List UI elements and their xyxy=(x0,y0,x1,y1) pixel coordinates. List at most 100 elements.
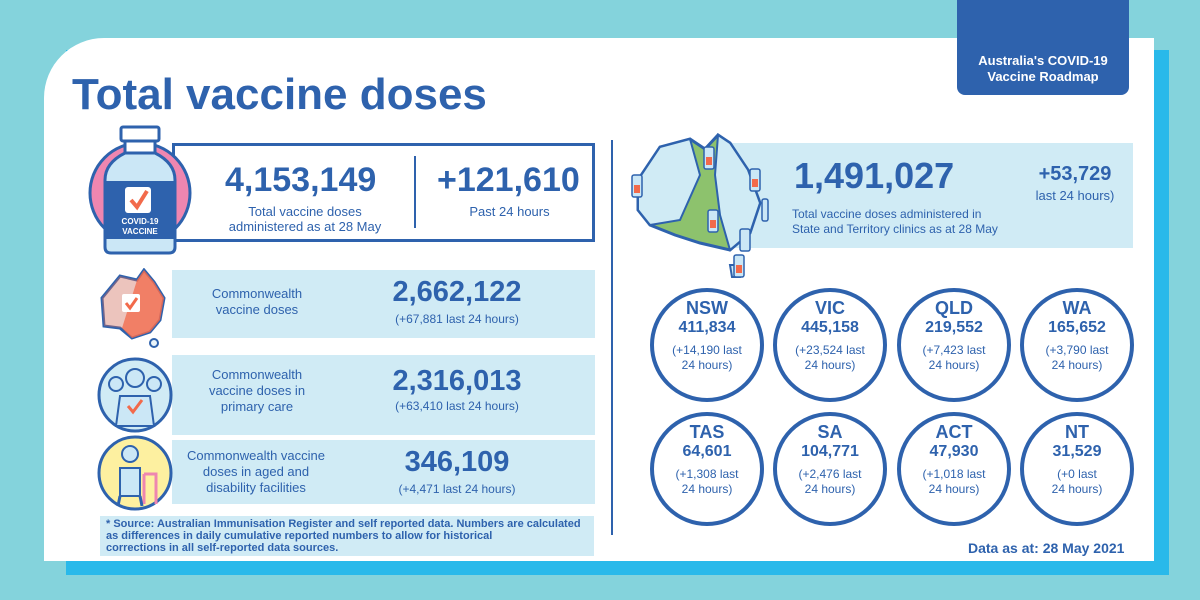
source-line2: as differences in daily cumulative repor… xyxy=(106,530,493,542)
total-box-separator xyxy=(414,156,416,228)
state-name: VIC xyxy=(814,298,845,318)
commonwealth-label-line2: vaccine doses xyxy=(215,302,299,317)
source-note: * Source: Australian Immunisation Regist… xyxy=(100,516,594,556)
primary-care-people-icon xyxy=(97,357,173,433)
state-last-24h: (+0 last 24 hours) xyxy=(1024,467,1130,497)
primary-care-label-line3: primary care xyxy=(220,399,294,414)
primary-care-label: Commonwealth vaccine doses in primary ca… xyxy=(182,367,332,415)
total-delta-label: Past 24 hours xyxy=(469,204,550,219)
vaccine-vial-icon: COVID-19 VACCINE xyxy=(88,125,192,255)
total-doses-value: 4,153,149 xyxy=(225,161,377,199)
state-value: 47,930 xyxy=(929,443,979,460)
aged-care-value: 346,109 xyxy=(404,446,510,478)
aged-care-person-icon xyxy=(97,435,173,511)
state-circle-nsw: NSW 411,834 (+14,190 last 24 hours) xyxy=(650,288,764,402)
commonwealth-label: Commonwealth vaccine doses xyxy=(182,286,332,318)
aged-care-sub: (+4,471 last 24 hours) xyxy=(398,482,516,496)
roadmap-tab[interactable]: Australia's COVID-19 Vaccine Roadmap xyxy=(957,0,1129,95)
primary-care-value: 2,316,013 xyxy=(392,365,522,397)
state-circle-nt: NT 31,529 (+0 last 24 hours) xyxy=(1020,412,1134,526)
total-doses-box: 4,153,149 Total vaccine doses administer… xyxy=(172,143,595,242)
aged-care-strip: Commonwealth vaccine doses in aged and d… xyxy=(172,440,595,504)
source-line1: * Source: Australian Immunisation Regist… xyxy=(106,518,581,530)
state-total-strip: 1,491,027 Total vaccine doses administer… xyxy=(730,143,1133,248)
aged-care-label: Commonwealth vaccine doses in aged and d… xyxy=(176,448,336,496)
state-total-delta: +53,729 xyxy=(1038,163,1112,185)
state-circle-tas: TAS 64,601 (+1,308 last 24 hours) xyxy=(650,412,764,526)
vial-text-line2: VACCINE xyxy=(122,227,158,236)
australia-states-map-icon xyxy=(631,133,769,278)
data-as-at: Data as at: 28 May 2021 xyxy=(968,540,1125,556)
state-last-line2: 24 hours) xyxy=(928,482,980,496)
australia-map-icon xyxy=(100,268,166,348)
state-last-line1: (+14,190 last xyxy=(672,343,742,357)
aged-care-label-line1: Commonwealth vaccine xyxy=(186,448,325,463)
state-circle-wa: WA 165,652 (+3,790 last 24 hours) xyxy=(1020,288,1134,402)
state-circle-act: ACT 47,930 (+1,018 last 24 hours) xyxy=(897,412,1011,526)
state-last-line1: (+23,524 last xyxy=(795,343,865,357)
state-total-label-line2: State and Territory clinics as at 28 May xyxy=(792,222,998,236)
total-doses-label-line2: administered as at 28 May xyxy=(228,219,382,234)
state-name: SA xyxy=(817,422,843,442)
primary-care-label-line2: vaccine doses in xyxy=(208,383,306,398)
state-value: 165,652 xyxy=(1048,319,1106,336)
state-last-24h: (+14,190 last 24 hours) xyxy=(654,343,760,373)
state-circle-vic: VIC 445,158 (+23,524 last 24 hours) xyxy=(773,288,887,402)
state-name: NT xyxy=(1065,422,1089,442)
state-value: 411,834 xyxy=(678,319,736,336)
state-last-line2: 24 hours) xyxy=(1051,358,1103,372)
state-value: 219,552 xyxy=(925,319,983,336)
state-last-line1: (+0 last xyxy=(1057,467,1097,481)
source-line3: corrections in all self-reported data so… xyxy=(106,542,339,554)
primary-care-strip: Commonwealth vaccine doses in primary ca… xyxy=(172,355,595,435)
roadmap-line1: Australia's COVID-19 xyxy=(978,53,1108,68)
state-last-line2: 24 hours) xyxy=(804,482,856,496)
state-last-line1: (+2,476 last xyxy=(798,467,862,481)
state-value: 104,771 xyxy=(801,443,859,460)
commonwealth-strip: Commonwealth vaccine doses 2,662,122 (+6… xyxy=(172,270,595,338)
state-last-line2: 24 hours) xyxy=(681,482,733,496)
state-last-24h: (+1,308 last 24 hours) xyxy=(654,467,760,497)
state-name: QLD xyxy=(935,298,973,318)
state-name: WA xyxy=(1062,298,1092,318)
aged-care-label-line3: disability facilities xyxy=(206,480,306,495)
state-last-line1: (+1,308 last xyxy=(675,467,739,481)
state-name: ACT xyxy=(935,422,973,442)
state-total-label: Total vaccine doses administered in Stat… xyxy=(792,207,1032,237)
state-value: 31,529 xyxy=(1052,443,1102,460)
state-last-line2: 24 hours) xyxy=(1051,482,1103,496)
state-last-24h: (+7,423 last 24 hours) xyxy=(901,343,1007,373)
state-value: 64,601 xyxy=(682,443,732,460)
state-last-line1: (+3,790 last xyxy=(1045,343,1109,357)
state-value: 445,158 xyxy=(801,319,859,336)
state-last-line2: 24 hours) xyxy=(928,358,980,372)
state-last-24h: (+23,524 last 24 hours) xyxy=(777,343,883,373)
state-last-line2: 24 hours) xyxy=(804,358,856,372)
total-delta-value: +121,610 xyxy=(437,161,580,199)
commonwealth-sub: (+67,881 last 24 hours) xyxy=(395,312,519,326)
vertical-divider xyxy=(611,140,613,535)
state-last-24h: (+1,018 last 24 hours) xyxy=(901,467,1007,497)
state-circle-qld: QLD 219,552 (+7,423 last 24 hours) xyxy=(897,288,1011,402)
state-last-line1: (+7,423 last xyxy=(922,343,986,357)
commonwealth-label-line1: Commonwealth xyxy=(211,286,303,301)
aged-care-label-line2: doses in aged and xyxy=(202,464,310,479)
primary-care-sub: (+63,410 last 24 hours) xyxy=(395,399,519,413)
state-last-24h: (+2,476 last 24 hours) xyxy=(777,467,883,497)
state-last-24h: (+3,790 last 24 hours) xyxy=(1024,343,1130,373)
commonwealth-value: 2,662,122 xyxy=(392,276,522,308)
primary-care-label-line1: Commonwealth xyxy=(211,367,303,382)
state-last-line1: (+1,018 last xyxy=(922,467,986,481)
roadmap-line2: Vaccine Roadmap xyxy=(987,69,1099,84)
vial-text-line1: COVID-19 xyxy=(122,217,159,226)
total-doses-label-line1: Total vaccine doses xyxy=(248,204,362,219)
state-total-delta-label: last 24 hours) xyxy=(1035,188,1115,203)
page-title: Total vaccine doses xyxy=(72,70,487,119)
state-name: NSW xyxy=(686,298,728,318)
state-name: TAS xyxy=(689,422,725,442)
state-last-line2: 24 hours) xyxy=(681,358,733,372)
state-total-value: 1,491,027 xyxy=(794,155,955,196)
state-circle-sa: SA 104,771 (+2,476 last 24 hours) xyxy=(773,412,887,526)
total-doses-label: Total vaccine doses administered as at 2… xyxy=(205,204,405,234)
state-total-label-line1: Total vaccine doses administered in xyxy=(792,207,982,221)
